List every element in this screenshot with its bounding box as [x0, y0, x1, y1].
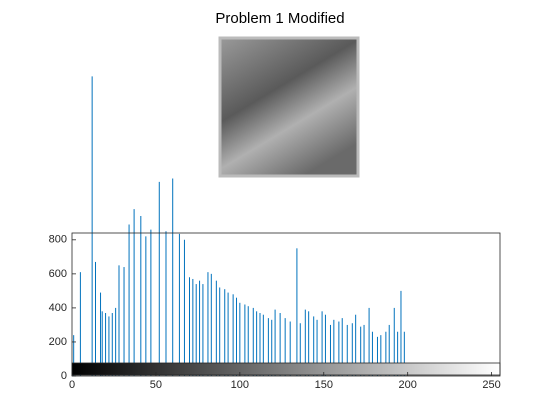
- image: [218, 36, 360, 178]
- axes-background: [72, 233, 500, 376]
- y-tick-label: 200: [49, 336, 67, 348]
- y-tick-label: 0: [61, 370, 67, 382]
- axes-frame: [71, 232, 501, 377]
- y-tick-label: 400: [49, 302, 67, 314]
- x-tick-label: 0: [69, 379, 75, 391]
- x-tick-label: 50: [150, 379, 162, 391]
- x-tick-label: 100: [231, 379, 249, 391]
- colorbar: [71, 362, 501, 376]
- x-tick-label: 250: [482, 379, 500, 391]
- x-tick-label: 150: [315, 379, 333, 391]
- x-tick-label: 200: [399, 379, 417, 391]
- chart-title: Problem 1 Modified: [215, 10, 344, 27]
- y-tick-label: 600: [49, 268, 67, 280]
- y-tick-label: 800: [49, 234, 67, 246]
